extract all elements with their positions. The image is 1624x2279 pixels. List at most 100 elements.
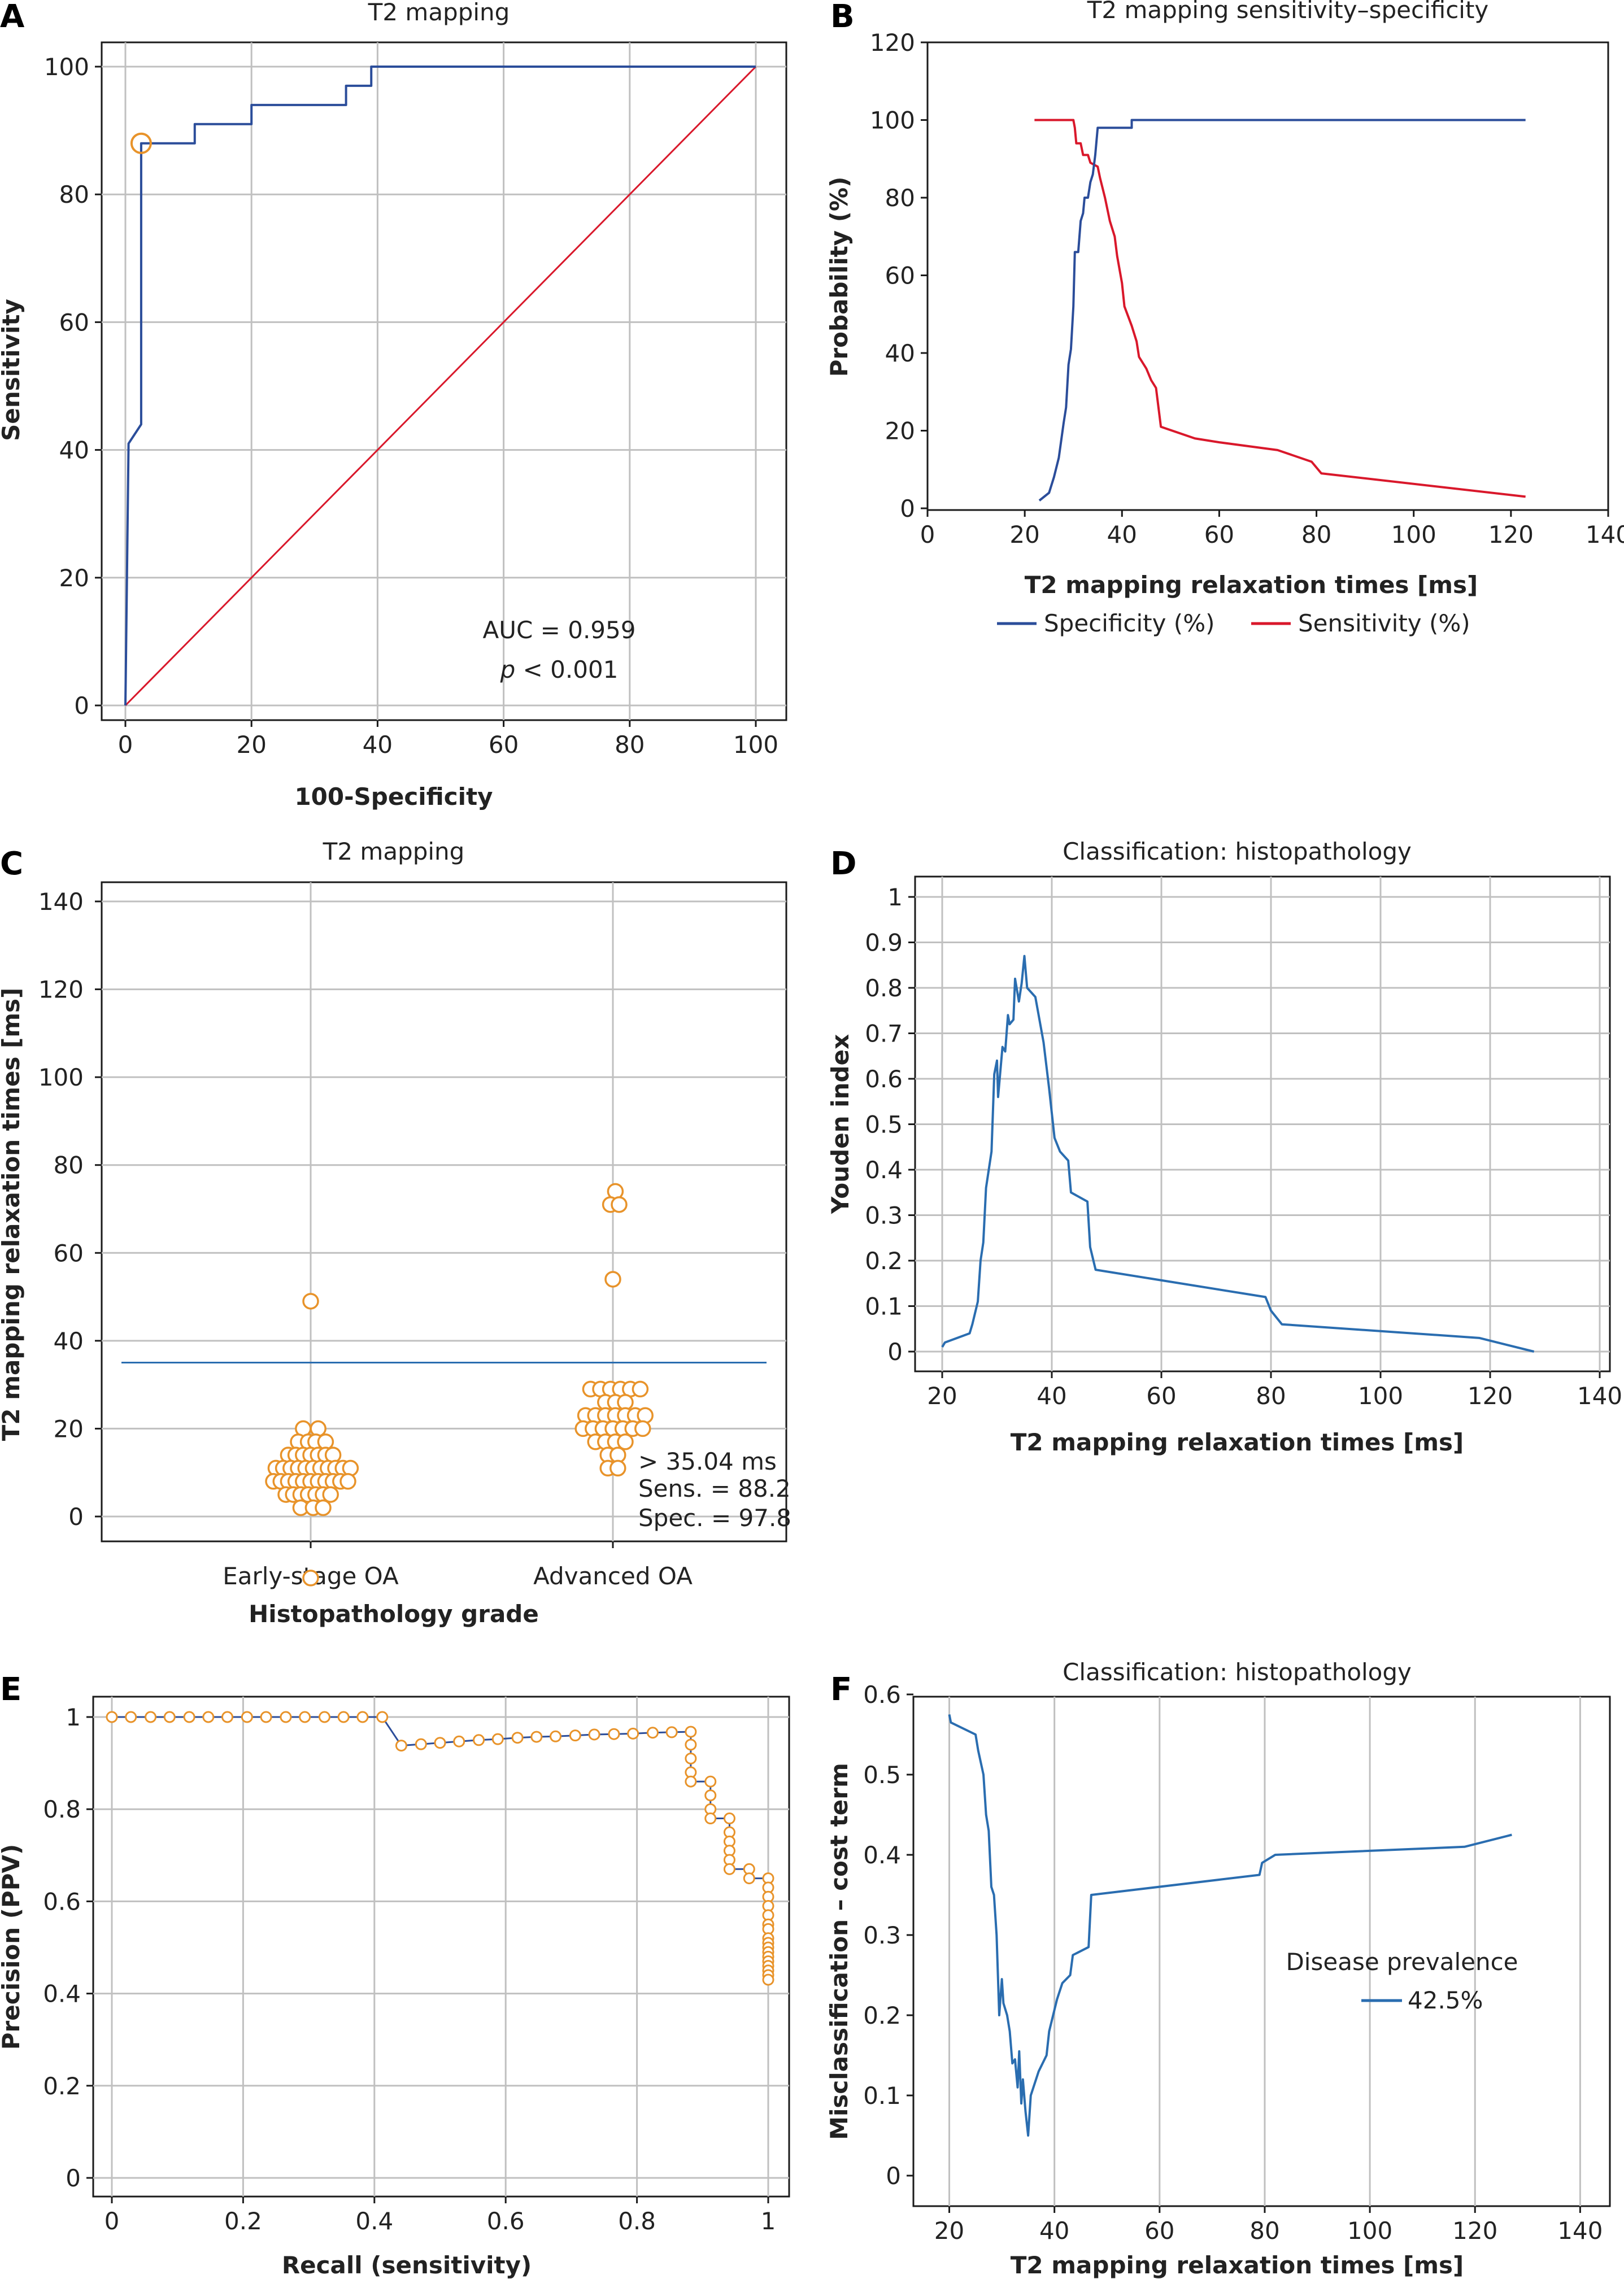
data-point — [322, 1486, 339, 1503]
tick-label-x: 120 — [1452, 2217, 1497, 2245]
panel-c: C T2 mapping 020406080100120140Early-sta… — [0, 838, 791, 1628]
panel-e-frame — [92, 1696, 790, 2198]
pr-point — [685, 1725, 697, 1738]
panel-a-frame — [101, 41, 787, 721]
pr-point — [106, 1711, 118, 1723]
tick-label-y: 0.5 — [863, 1761, 901, 1789]
panel-f-legend-title: Disease prevalence — [1286, 1948, 1518, 1976]
pr-point — [723, 1812, 735, 1825]
tick-label-y: 80 — [54, 1152, 84, 1179]
tick-label-x: 60 — [489, 731, 519, 759]
tick-label-x: 40 — [363, 731, 393, 759]
tick-label-y: 0 — [74, 692, 89, 720]
tick-label-y: 40 — [59, 437, 89, 464]
pr-point — [685, 1752, 697, 1764]
data-point — [617, 1433, 634, 1450]
panel-a-letter: A — [0, 0, 25, 35]
tick-label-y: 0.6 — [43, 1888, 81, 1915]
panel-d-ticks: 20 40 60 80 100 120 140 0 0.1 0.2 0.3 0.4 0.5 0.6 0.7 0… — [865, 883, 1622, 1410]
tick-label-x: 100 — [1347, 2217, 1392, 2245]
tick-label-x: 80 — [1256, 1382, 1286, 1410]
pr-point — [299, 1711, 311, 1723]
youden-line — [941, 955, 1535, 1353]
panel-f-grid — [948, 1697, 1581, 2206]
panel-f-frame — [912, 1696, 1611, 2207]
tick-label-y: 0.9 — [865, 929, 903, 957]
pr-point — [491, 1733, 504, 1745]
panel-d-grid — [915, 877, 1610, 1371]
panel-a-auc: AUC = 0.959 — [483, 616, 636, 644]
pr-point — [337, 1711, 350, 1723]
panel-b-xlabel: T2 mapping relaxation times [ms] — [1025, 571, 1478, 599]
panel-b-legend: Specificity (%) Sensitivity (%) — [997, 609, 1470, 637]
tick-label-y: 60 — [59, 308, 89, 336]
tick-label-x: 0.4 — [355, 2207, 393, 2235]
panel-e-grid — [93, 1697, 789, 2197]
panel-b-ticks: 0 20 40 60 80 100 120 140 0 20 40 60 80 100 120 — [870, 29, 1624, 548]
panel-d-xlabel: T2 mapping relaxation times [ms] — [1011, 1428, 1464, 1456]
data-point — [315, 1499, 332, 1517]
data-point — [604, 1271, 621, 1288]
tick-label-x: 60 — [1146, 1382, 1176, 1410]
panel-c-sens: Sens. = 88.2 — [638, 1475, 791, 1502]
tick-label-x: 0.6 — [487, 2207, 525, 2235]
tick-label-x: 100 — [733, 731, 778, 759]
panel-a-ylabel: Sensitivity — [0, 299, 25, 441]
pr-point — [241, 1711, 253, 1723]
tick-label-x: 40 — [1039, 2217, 1069, 2245]
tick-label-x: 0 — [118, 731, 133, 759]
panel-a-grid — [102, 42, 786, 720]
pr-point — [511, 1732, 524, 1744]
tick-label-y: 0.4 — [863, 1841, 901, 1869]
panel-d-ylabel: Youden index — [826, 1034, 854, 1214]
tick-label-x: 20 — [236, 731, 266, 759]
panel-f-legend: Disease prevalence 42.5% — [1286, 1948, 1518, 2014]
tick-label-x: 100 — [1391, 521, 1436, 548]
panel-f-ticks: 20 40 60 80 100 120 140 0 0.1 0.2 0.3 0.4 0.5 0.6 — [863, 1681, 1603, 2245]
tick-label-x: 80 — [1249, 2217, 1279, 2245]
panel-c-frame — [101, 881, 787, 1542]
pr-point — [665, 1726, 678, 1738]
pr-point — [685, 1775, 697, 1788]
tick-label-y: 20 — [54, 1415, 84, 1443]
panel-e-series — [106, 1711, 774, 1986]
pr-point — [145, 1711, 157, 1723]
panel-a-p-rest: < 0.001 — [515, 656, 618, 683]
panel-f-title: Classification: histopathology — [1063, 1658, 1412, 1686]
panel-a-series — [124, 66, 757, 707]
panel-b: B T2 mapping sensitivity–specificity 0 20… — [825, 0, 1624, 637]
reference-line — [124, 66, 757, 707]
panel-b-title: T2 mapping sensitivity–specificity — [1087, 0, 1489, 24]
tick-label-y: 0 — [900, 495, 915, 522]
pr-point — [434, 1737, 446, 1749]
tick-label-y: 40 — [885, 339, 915, 367]
tick-label-x: 0.8 — [618, 2207, 656, 2235]
tick-label-x: 20 — [934, 2217, 964, 2245]
pr-point — [202, 1711, 215, 1723]
roc-curve — [124, 66, 756, 706]
tick-label-x: 140 — [1577, 1382, 1622, 1410]
data-point — [632, 1380, 649, 1398]
tick-label-y: 0 — [886, 2162, 901, 2190]
pr-point — [473, 1734, 485, 1746]
tick-label-x: 1 — [761, 2207, 776, 2235]
pr-point — [704, 1789, 717, 1802]
panel-b-frame — [926, 41, 1609, 511]
panel-b-series — [1034, 119, 1526, 502]
data-point — [611, 1196, 628, 1213]
panel-a-pvalue: p < 0.001 — [500, 656, 619, 683]
data-point — [310, 1420, 326, 1437]
tick-label-x: 40 — [1037, 1382, 1066, 1410]
pr-point — [704, 1812, 717, 1825]
data-point — [609, 1459, 626, 1477]
panel-c-spec: Spec. = 97.8 — [638, 1504, 791, 1532]
tick-label-x: 80 — [615, 731, 645, 759]
panel-e-letter: E — [0, 1671, 21, 1708]
tick-label-x: 0 — [920, 521, 935, 548]
tick-label-y: 0.3 — [863, 1921, 901, 1949]
tick-label-y: 100 — [870, 107, 915, 134]
optimal-cutoff-marker — [130, 132, 152, 154]
tick-label-y: 120 — [870, 29, 915, 56]
tick-label-y: 0.1 — [863, 2082, 901, 2110]
tick-label-x: 40 — [1107, 521, 1137, 548]
